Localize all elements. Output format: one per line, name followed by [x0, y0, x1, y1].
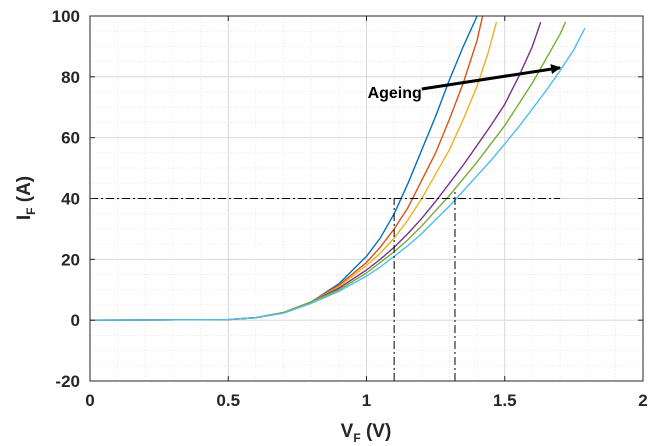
- y-tick-label: 80: [61, 68, 80, 87]
- x-tick-labels: 0 0.5 1 1.5 2: [85, 391, 647, 410]
- y-tick-label: 20: [61, 250, 80, 269]
- y-axis-label-unit: (A): [14, 176, 35, 208]
- x-axis-label-sub: F: [353, 431, 360, 445]
- y-tick-label: 0: [71, 311, 80, 330]
- x-tick-label: 0.5: [216, 391, 240, 410]
- x-axis-label-main: V: [341, 421, 354, 442]
- y-tick-labels: -20 0 20 40 60 80 100: [52, 7, 80, 391]
- x-tick-label: 1.5: [493, 391, 517, 410]
- y-tick-label: -20: [55, 372, 80, 391]
- x-tick-label: 1: [362, 391, 371, 410]
- ageing-label: Ageing: [368, 85, 422, 102]
- y-axis-label: IF (A): [14, 176, 38, 220]
- x-axis-label: VF (V): [341, 421, 392, 445]
- y-tick-label: 100: [52, 7, 80, 26]
- y-tick-label: 60: [61, 129, 80, 148]
- y-tick-label: 40: [61, 190, 80, 209]
- x-tick-label: 2: [638, 391, 647, 410]
- x-tick-label: 0: [85, 391, 94, 410]
- x-axis-label-unit: (V): [361, 421, 392, 442]
- y-axis-label-sub: F: [24, 208, 38, 215]
